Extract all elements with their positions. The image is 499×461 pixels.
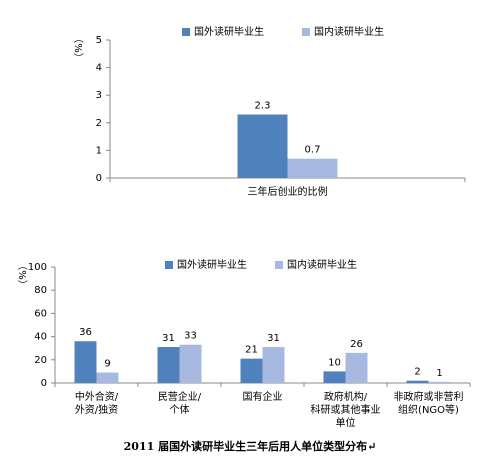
bar [74, 341, 97, 383]
legend-swatch [182, 28, 190, 36]
value-label: 9 [104, 359, 110, 370]
bar [179, 344, 202, 383]
bar [345, 352, 368, 383]
y-tick-label: 3 [96, 90, 102, 101]
bar [287, 158, 338, 178]
value-label: 31 [162, 333, 175, 344]
bar [428, 381, 451, 383]
value-label: 26 [350, 339, 363, 350]
value-label: 2.3 [255, 101, 271, 112]
x-tick-label: 政府机构/ [324, 390, 368, 403]
x-tick-label: 国有企业 [243, 390, 283, 403]
y-tick-label: 4 [96, 63, 102, 74]
bar [240, 358, 263, 383]
bar [157, 347, 180, 383]
y-tick-label: 60 [34, 308, 47, 319]
y-axis-label: （%） [72, 33, 84, 63]
value-label: 36 [79, 327, 92, 338]
y-tick-label: 80 [34, 285, 47, 296]
value-label: 33 [184, 331, 197, 342]
x-tick-label: 科研或其他事业 [311, 403, 381, 416]
x-tick-label: 外资/独资 [75, 403, 118, 416]
y-tick-label: 0 [41, 378, 47, 389]
x-tick-label: 非政府或非营利 [394, 390, 464, 403]
bar [323, 371, 346, 383]
x-tick-label: 民营企业/ [158, 390, 202, 403]
legend-swatch [165, 261, 173, 269]
legend-label: 国内读研毕业生 [314, 25, 384, 38]
value-label: 21 [245, 345, 258, 356]
caption: 2011 届国外读研毕业生三年后用人单位类型分布↵ [124, 439, 377, 453]
value-label: 1 [436, 368, 442, 379]
x-tick-label: 三年后创业的比例 [248, 185, 328, 198]
legend-label: 国外读研毕业生 [177, 258, 247, 271]
bar [262, 347, 285, 383]
x-tick-label: 中外合资/ [75, 390, 119, 403]
value-label: 0.7 [305, 145, 321, 156]
legend-label: 国外读研毕业生 [194, 25, 264, 38]
y-tick-label: 100 [28, 262, 47, 273]
bar [406, 380, 429, 383]
legend-swatch [302, 28, 310, 36]
y-tick-label: 0 [96, 173, 102, 184]
x-tick-label: 个体 [170, 404, 190, 416]
value-label: 10 [328, 357, 341, 368]
value-label: 2 [414, 367, 420, 378]
y-tick-label: 40 [34, 332, 47, 343]
y-axis-label: （%） [16, 260, 28, 290]
y-tick-label: 2 [96, 118, 102, 129]
bar [237, 114, 288, 178]
x-tick-label: 单位 [336, 416, 356, 429]
bar [96, 372, 119, 383]
x-tick-label: 组织(NGO等) [398, 403, 459, 416]
value-label: 31 [267, 333, 280, 344]
legend-swatch [275, 261, 283, 269]
y-tick-label: 1 [96, 145, 102, 156]
legend-label: 国内读研毕业生 [287, 258, 357, 271]
y-tick-label: 5 [96, 35, 102, 46]
y-tick-label: 20 [34, 355, 47, 366]
